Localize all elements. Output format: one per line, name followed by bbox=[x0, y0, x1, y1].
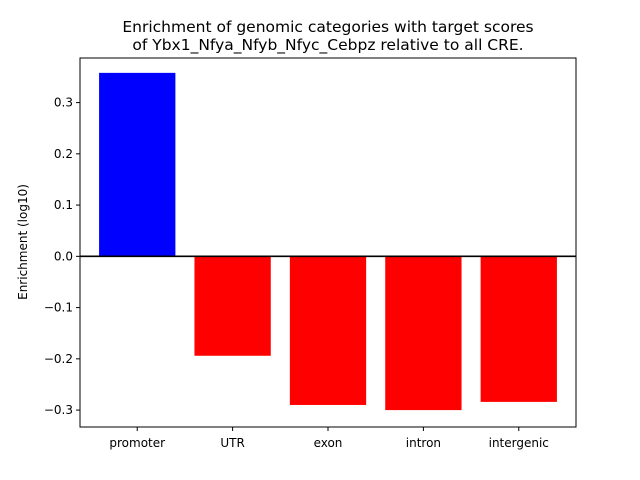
x-tick-label-promoter: promoter bbox=[109, 436, 165, 450]
bar-UTR bbox=[194, 256, 271, 356]
bar-exon bbox=[289, 256, 367, 405]
x-tick-label-UTR: UTR bbox=[220, 436, 244, 450]
bars-group bbox=[99, 72, 557, 411]
x-tick-label-exon: exon bbox=[314, 436, 343, 450]
y-tick-label: −0.2 bbox=[44, 352, 73, 366]
y-tick-label: 0.2 bbox=[54, 147, 73, 161]
y-tick-label: −0.1 bbox=[44, 301, 73, 315]
bar-promoter bbox=[99, 72, 176, 257]
y-tick-label: 0.1 bbox=[54, 198, 73, 212]
bar-intron bbox=[385, 256, 462, 411]
chart-title-line-1: Enrichment of genomic categories with ta… bbox=[122, 18, 533, 36]
x-axis: promoter UTR exon intron intergenic bbox=[109, 427, 549, 450]
chart-title-line-2: of Ybx1_Nfya_Nfyb_Nfyc_Cebpz relative to… bbox=[132, 36, 523, 55]
y-axis: −0.3 −0.2 −0.1 0.0 0.1 0.2 0.3 bbox=[44, 96, 80, 417]
y-axis-label: Enrichment (log10) bbox=[16, 184, 30, 300]
y-tick-label: 0.3 bbox=[54, 96, 73, 110]
y-tick-label: 0.0 bbox=[54, 249, 73, 263]
y-tick-label: −0.3 bbox=[44, 403, 73, 417]
x-tick-label-intron: intron bbox=[406, 436, 441, 450]
x-tick-label-intergenic: intergenic bbox=[489, 436, 549, 450]
bar-intergenic bbox=[480, 256, 557, 402]
